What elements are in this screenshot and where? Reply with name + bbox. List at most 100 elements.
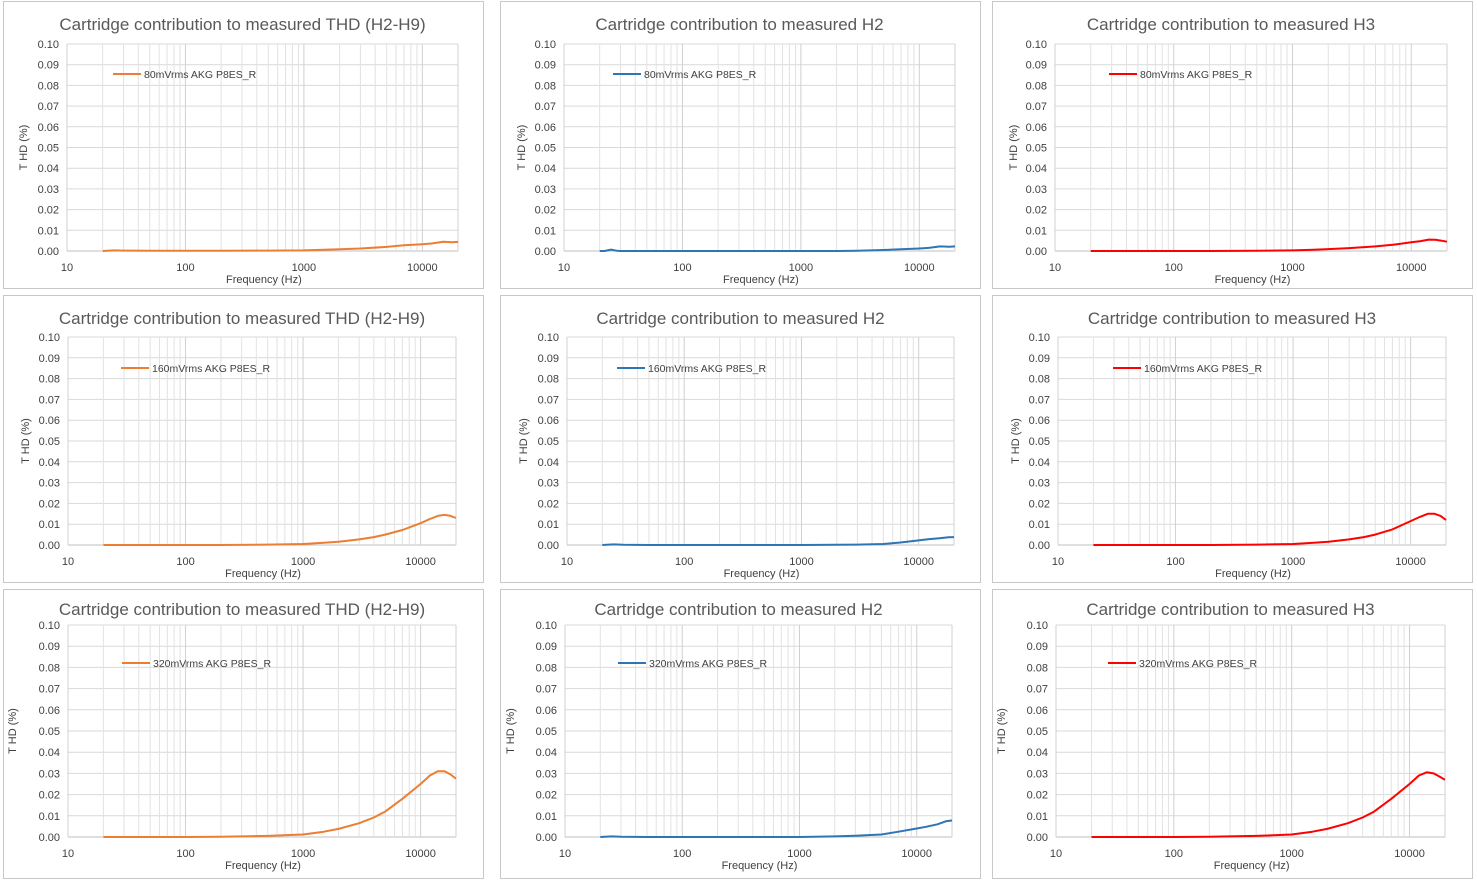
y-tick-label: 0.02 <box>535 205 556 217</box>
x-tick-label: 10000 <box>903 556 934 568</box>
chart-panel: Cartridge contribution to measured H2 0.0… <box>500 589 981 879</box>
y-tick-label: 0.02 <box>538 498 559 510</box>
y-tick-label: 0.05 <box>536 726 557 738</box>
y-tick-label: 0.04 <box>39 747 60 759</box>
y-tick-label: 0.03 <box>39 768 60 780</box>
y-tick-label: 0.09 <box>1029 353 1050 365</box>
y-tick-label: 0.05 <box>38 143 59 155</box>
y-tick-label: 0.10 <box>38 39 59 51</box>
y-tick-label: 0.04 <box>536 747 557 759</box>
y-tick-label: 0.08 <box>1027 662 1048 674</box>
y-tick-label: 0.03 <box>1026 184 1047 196</box>
chart-svg: Cartridge contribution to measured H3 0.0… <box>996 600 1446 872</box>
y-tick-label: 0.05 <box>1027 726 1048 738</box>
x-tick-label: 10 <box>561 556 573 568</box>
x-axis-label: Frequency (Hz) <box>723 274 799 286</box>
y-tick-label: 0.04 <box>1027 747 1048 759</box>
x-tick-label: 10000 <box>1395 556 1426 568</box>
x-tick-label: 1000 <box>789 556 813 568</box>
x-axis-label: Frequency (Hz) <box>225 860 301 872</box>
y-tick-label: 0.10 <box>536 620 557 632</box>
y-axis-label: T HD (%) <box>518 418 530 464</box>
legend-label: 80mVrms AKG P8ES_R <box>144 69 257 81</box>
y-axis-label: T HD (%) <box>505 708 517 754</box>
y-tick-label: 0.09 <box>39 353 60 365</box>
x-tick-label: 10 <box>62 848 74 860</box>
y-axis-label: T HD (%) <box>7 708 19 754</box>
series-line <box>103 513 457 546</box>
y-tick-label: 0.00 <box>538 540 559 552</box>
series-line <box>600 819 953 838</box>
chart-panel: Cartridge contribution to measured THD (… <box>3 295 484 583</box>
legend-label: 160mVrms AKG P8ES_R <box>648 363 766 375</box>
x-tick-label: 10000 <box>405 556 436 568</box>
series-line <box>102 240 459 252</box>
y-tick-label: 0.03 <box>535 184 556 196</box>
y-tick-label: 0.04 <box>535 163 556 175</box>
y-tick-label: 0.00 <box>39 832 60 844</box>
x-tick-label: 10 <box>1052 556 1064 568</box>
x-tick-label: 100 <box>1165 848 1183 860</box>
x-tick-label: 100 <box>176 556 194 568</box>
x-tick-label: 10 <box>558 262 570 274</box>
y-tick-label: 0.02 <box>1026 205 1047 217</box>
legend-label: 320mVrms AKG P8ES_R <box>153 658 271 670</box>
y-tick-label: 0.06 <box>39 415 60 427</box>
y-tick-label: 0.01 <box>39 519 60 531</box>
x-tick-label: 100 <box>176 848 194 860</box>
chart-panel: Cartridge contribution to measured H2 0.0… <box>500 1 981 289</box>
y-tick-label: 0.10 <box>39 620 60 632</box>
y-tick-label: 0.02 <box>39 790 60 802</box>
chart-panel: Cartridge contribution to measured H3 0.0… <box>992 295 1473 583</box>
series-line <box>602 536 955 546</box>
y-tick-label: 0.00 <box>535 246 556 258</box>
y-tick-label: 0.06 <box>1027 705 1048 717</box>
legend-label: 320mVrms AKG P8ES_R <box>649 658 767 670</box>
y-tick-label: 0.09 <box>1027 641 1048 653</box>
y-tick-label: 0.07 <box>535 101 556 113</box>
x-tick-label: 100 <box>673 848 691 860</box>
y-tick-label: 0.01 <box>535 225 556 237</box>
x-tick-label: 1000 <box>1280 262 1304 274</box>
x-tick-label: 10000 <box>1396 262 1427 274</box>
x-axis-label: Frequency (Hz) <box>226 274 302 286</box>
x-axis-label: Frequency (Hz) <box>724 568 800 580</box>
y-tick-label: 0.09 <box>1026 60 1047 72</box>
x-axis-label: Frequency (Hz) <box>722 860 798 872</box>
y-tick-label: 0.01 <box>38 225 59 237</box>
x-tick-label: 1000 <box>787 848 811 860</box>
x-axis-label: Frequency (Hz) <box>1215 274 1291 286</box>
y-tick-label: 0.10 <box>535 39 556 51</box>
y-tick-label: 0.03 <box>538 478 559 490</box>
y-tick-label: 0.10 <box>39 332 60 344</box>
y-tick-label: 0.10 <box>1029 332 1050 344</box>
y-tick-label: 0.06 <box>39 705 60 717</box>
y-tick-label: 0.01 <box>538 519 559 531</box>
y-tick-label: 0.08 <box>535 80 556 92</box>
y-tick-label: 0.07 <box>538 394 559 406</box>
chart-title: Cartridge contribution to measured H3 <box>1088 309 1376 328</box>
y-tick-label: 0.09 <box>38 60 59 72</box>
series-line <box>1090 238 1448 252</box>
y-tick-label: 0.05 <box>538 436 559 448</box>
y-tick-label: 0.00 <box>1026 246 1047 258</box>
x-tick-label: 10 <box>62 556 74 568</box>
chart-title: Cartridge contribution to measured H2 <box>596 309 884 328</box>
y-tick-label: 0.00 <box>39 540 60 552</box>
chart-title: Cartridge contribution to measured H3 <box>1086 600 1374 619</box>
y-tick-label: 0.05 <box>39 726 60 738</box>
y-tick-label: 0.07 <box>1029 394 1050 406</box>
legend-label: 160mVrms AKG P8ES_R <box>152 363 270 375</box>
x-tick-label: 1000 <box>1281 556 1305 568</box>
x-tick-label: 10000 <box>407 262 438 274</box>
y-tick-label: 0.06 <box>536 705 557 717</box>
y-tick-label: 0.02 <box>1029 498 1050 510</box>
chart-svg: Cartridge contribution to measured H2 0.0… <box>516 15 956 286</box>
y-tick-label: 0.08 <box>38 80 59 92</box>
y-tick-label: 0.08 <box>1029 374 1050 386</box>
y-tick-label: 0.08 <box>39 374 60 386</box>
x-tick-label: 1000 <box>789 262 813 274</box>
chart-svg: Cartridge contribution to measured H2 0.0… <box>505 600 953 872</box>
y-tick-label: 0.07 <box>39 394 60 406</box>
y-tick-label: 0.02 <box>38 205 59 217</box>
